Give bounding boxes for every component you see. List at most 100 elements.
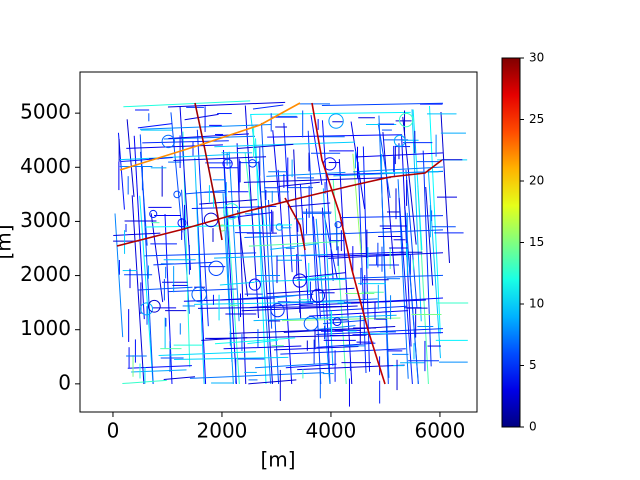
y-tick-label: 0 — [58, 370, 71, 394]
road — [123, 100, 251, 108]
road — [332, 317, 342, 327]
road — [440, 111, 450, 264]
road — [275, 223, 284, 231]
major-roads — [116, 102, 443, 385]
road — [214, 337, 296, 345]
road — [278, 181, 320, 187]
road — [244, 105, 259, 319]
road — [163, 376, 196, 381]
road — [277, 169, 293, 385]
road — [257, 205, 272, 385]
road — [248, 241, 340, 247]
road — [307, 130, 322, 385]
road — [309, 310, 409, 317]
road — [228, 151, 240, 322]
road — [214, 253, 327, 259]
road — [280, 348, 406, 355]
colorbar — [501, 57, 521, 428]
road — [321, 120, 334, 281]
road — [163, 135, 255, 140]
road — [398, 112, 414, 128]
road — [322, 188, 334, 367]
road — [255, 362, 330, 369]
road — [184, 113, 219, 121]
y-tick-label: 4000 — [20, 154, 71, 178]
road — [266, 171, 346, 177]
road — [340, 215, 444, 219]
road — [411, 109, 422, 322]
road — [161, 134, 176, 149]
y-tick-label: 1000 — [20, 316, 71, 340]
road — [119, 102, 301, 171]
road — [255, 138, 267, 385]
road — [317, 253, 409, 258]
road — [267, 134, 403, 138]
road — [183, 297, 276, 302]
road — [323, 319, 366, 325]
plot-frame — [79, 71, 478, 413]
road — [168, 288, 237, 293]
colorbar-tick-label: 0 — [529, 420, 537, 434]
road — [237, 143, 294, 149]
road — [142, 140, 229, 144]
road — [164, 214, 173, 385]
road — [323, 213, 338, 279]
colorbar-tick-label: 15 — [529, 235, 544, 249]
road — [292, 273, 307, 288]
y-tick-label: 5000 — [20, 100, 71, 124]
colorbar-tick-label: 20 — [529, 174, 544, 188]
road — [168, 133, 250, 139]
road — [247, 339, 278, 345]
road — [223, 345, 302, 350]
road — [316, 328, 444, 336]
road — [194, 102, 223, 241]
road — [285, 363, 337, 369]
road — [170, 112, 183, 233]
road — [150, 213, 164, 303]
road — [334, 221, 342, 229]
road — [222, 149, 237, 385]
road — [250, 111, 411, 115]
road — [177, 218, 187, 228]
road — [131, 195, 145, 385]
road — [405, 170, 418, 308]
road — [126, 144, 223, 149]
road — [393, 134, 406, 147]
road — [236, 143, 247, 385]
road — [179, 106, 192, 270]
road — [153, 261, 213, 266]
road — [401, 135, 412, 347]
road — [321, 207, 331, 385]
road — [243, 177, 391, 183]
road — [316, 342, 376, 348]
x-tick-label: 4000 — [305, 419, 356, 443]
road — [254, 278, 347, 282]
road — [377, 123, 391, 199]
road — [274, 346, 359, 351]
road — [297, 364, 405, 371]
road — [173, 190, 181, 199]
road — [272, 130, 280, 203]
road — [283, 326, 396, 333]
road — [199, 199, 258, 205]
road — [219, 281, 255, 286]
road — [332, 178, 347, 385]
road — [270, 243, 319, 250]
road — [352, 332, 444, 336]
road — [301, 274, 335, 281]
road — [244, 232, 347, 239]
road — [310, 288, 325, 303]
road — [208, 260, 224, 276]
road — [191, 286, 207, 303]
x-tick-label: 2000 — [197, 419, 248, 443]
road — [328, 113, 344, 129]
road — [267, 199, 280, 385]
road — [328, 252, 444, 259]
colorbar-tick-label: 5 — [529, 358, 537, 372]
road — [121, 156, 173, 163]
road — [194, 157, 205, 385]
road — [293, 149, 302, 319]
road — [114, 213, 124, 338]
road — [425, 186, 434, 286]
